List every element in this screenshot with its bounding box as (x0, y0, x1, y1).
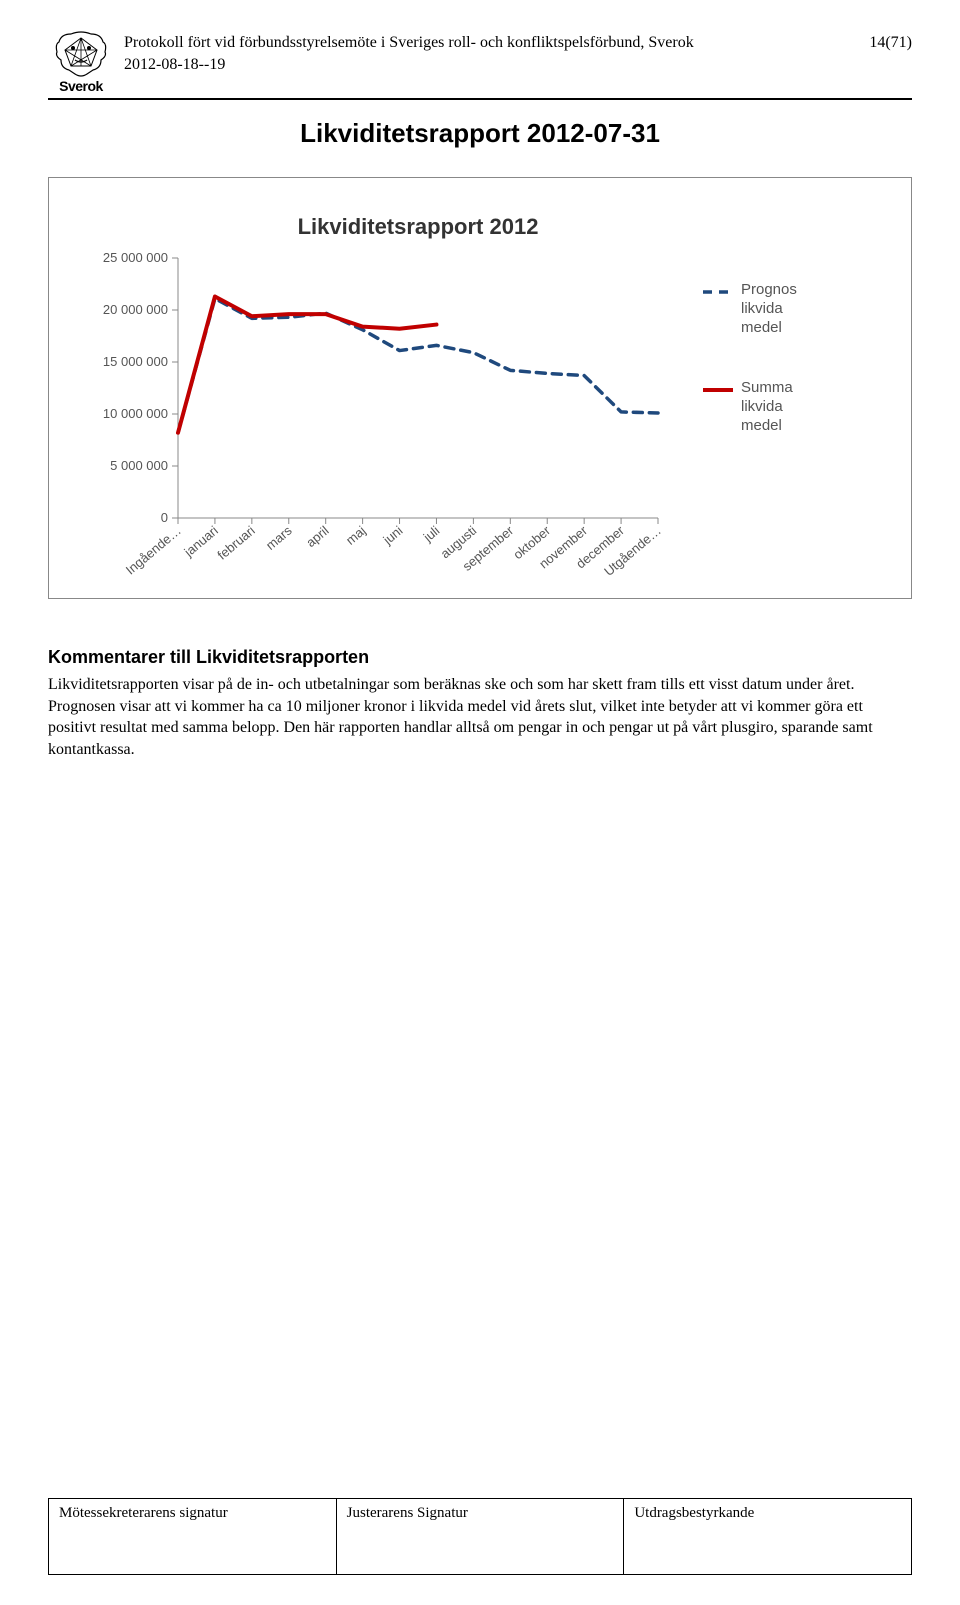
svg-text:likvida: likvida (741, 300, 783, 317)
svg-text:Prognos: Prognos (741, 281, 797, 298)
svg-text:Likviditetsrapport 2012: Likviditetsrapport 2012 (298, 214, 539, 239)
comments-title: Kommentarer till Likviditetsrapporten (48, 647, 912, 668)
sverok-logo: Sverok (48, 30, 114, 94)
svg-text:Ingående…: Ingående… (123, 523, 184, 578)
svg-text:Summa: Summa (741, 379, 793, 396)
svg-text:januari: januari (181, 523, 221, 560)
signature-cell-adjuster: Justerarens Signatur (336, 1499, 624, 1575)
svg-text:25 000 000: 25 000 000 (103, 250, 168, 265)
signature-cell-secretary: Mötessekreterarens signatur (49, 1499, 337, 1575)
header-text: Protokoll fört vid förbundsstyrelsemöte … (124, 30, 859, 74)
svg-text:maj: maj (343, 523, 369, 548)
date-line: 2012-08-18--19 (124, 56, 859, 74)
chart-container: Likviditetsrapport 2012 0 5 000 000 10 000 … (48, 177, 912, 599)
svg-text:medel: medel (741, 319, 782, 336)
comments-section: Kommentarer till Likviditetsrapporten Li… (48, 647, 912, 760)
page-header: Sverok Protokoll fört vid förbundsstyrel… (48, 30, 912, 100)
svg-text:april: april (303, 523, 332, 550)
liquidity-chart: Likviditetsrapport 2012 0 5 000 000 10 000 … (63, 200, 883, 580)
svg-text:10 000 000: 10 000 000 (103, 406, 168, 421)
logo-label: Sverok (59, 78, 103, 94)
svg-text:mars: mars (263, 522, 295, 552)
report-title: Likviditetsrapport 2012-07-31 (48, 118, 912, 149)
page-number: 14(71) (869, 30, 912, 52)
signature-cell-extract: Utdragsbestyrkande (624, 1499, 912, 1575)
svg-text:juni: juni (380, 523, 406, 548)
svg-text:15 000 000: 15 000 000 (103, 354, 168, 369)
protocol-line: Protokoll fört vid förbundsstyrelsemöte … (124, 34, 859, 52)
svg-text:likvida: likvida (741, 398, 783, 415)
svg-text:5 000 000: 5 000 000 (110, 458, 168, 473)
svg-text:februari: februari (214, 523, 257, 563)
svg-text:medel: medel (741, 417, 782, 434)
comments-body: Likviditetsrapporten visar på de in- och… (48, 674, 912, 760)
svg-text:0: 0 (161, 510, 168, 525)
logo-icon (51, 30, 111, 80)
svg-text:20 000 000: 20 000 000 (103, 302, 168, 317)
svg-text:juli: juli (420, 523, 443, 545)
signature-table: Mötessekreterarens signatur Justerarens … (48, 1498, 912, 1575)
